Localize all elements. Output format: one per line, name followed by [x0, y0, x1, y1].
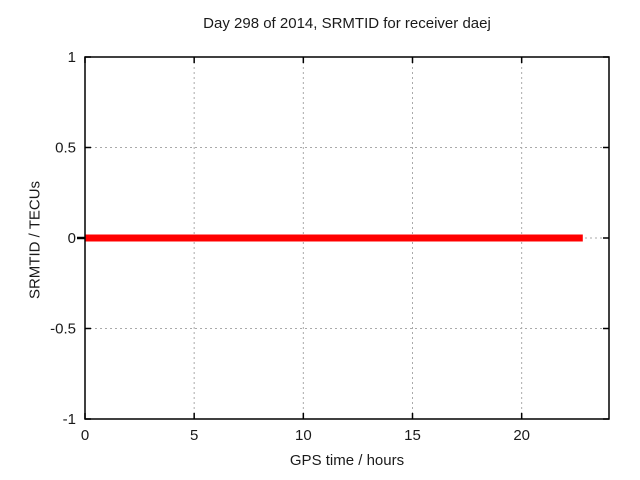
x-axis-label: GPS time / hours [289, 452, 405, 469]
x-tick-label: 10 [295, 427, 312, 444]
y-tick-label: -1 [63, 411, 76, 428]
y-tick-label: 1 [68, 49, 76, 66]
x-tick-label: 15 [404, 427, 421, 444]
x-tick-label: 0 [81, 427, 89, 444]
y-tick-label: 0.5 [55, 140, 76, 157]
y-tick-label: 0 [68, 230, 76, 247]
chart-title: Day 298 of 2014, SRMTID for receiver dae… [203, 15, 491, 32]
plot-border [84, 56, 610, 420]
y-tick-label: -0.5 [50, 321, 76, 338]
x-tick-label: 20 [513, 427, 530, 444]
x-tick-label: 5 [190, 427, 198, 444]
